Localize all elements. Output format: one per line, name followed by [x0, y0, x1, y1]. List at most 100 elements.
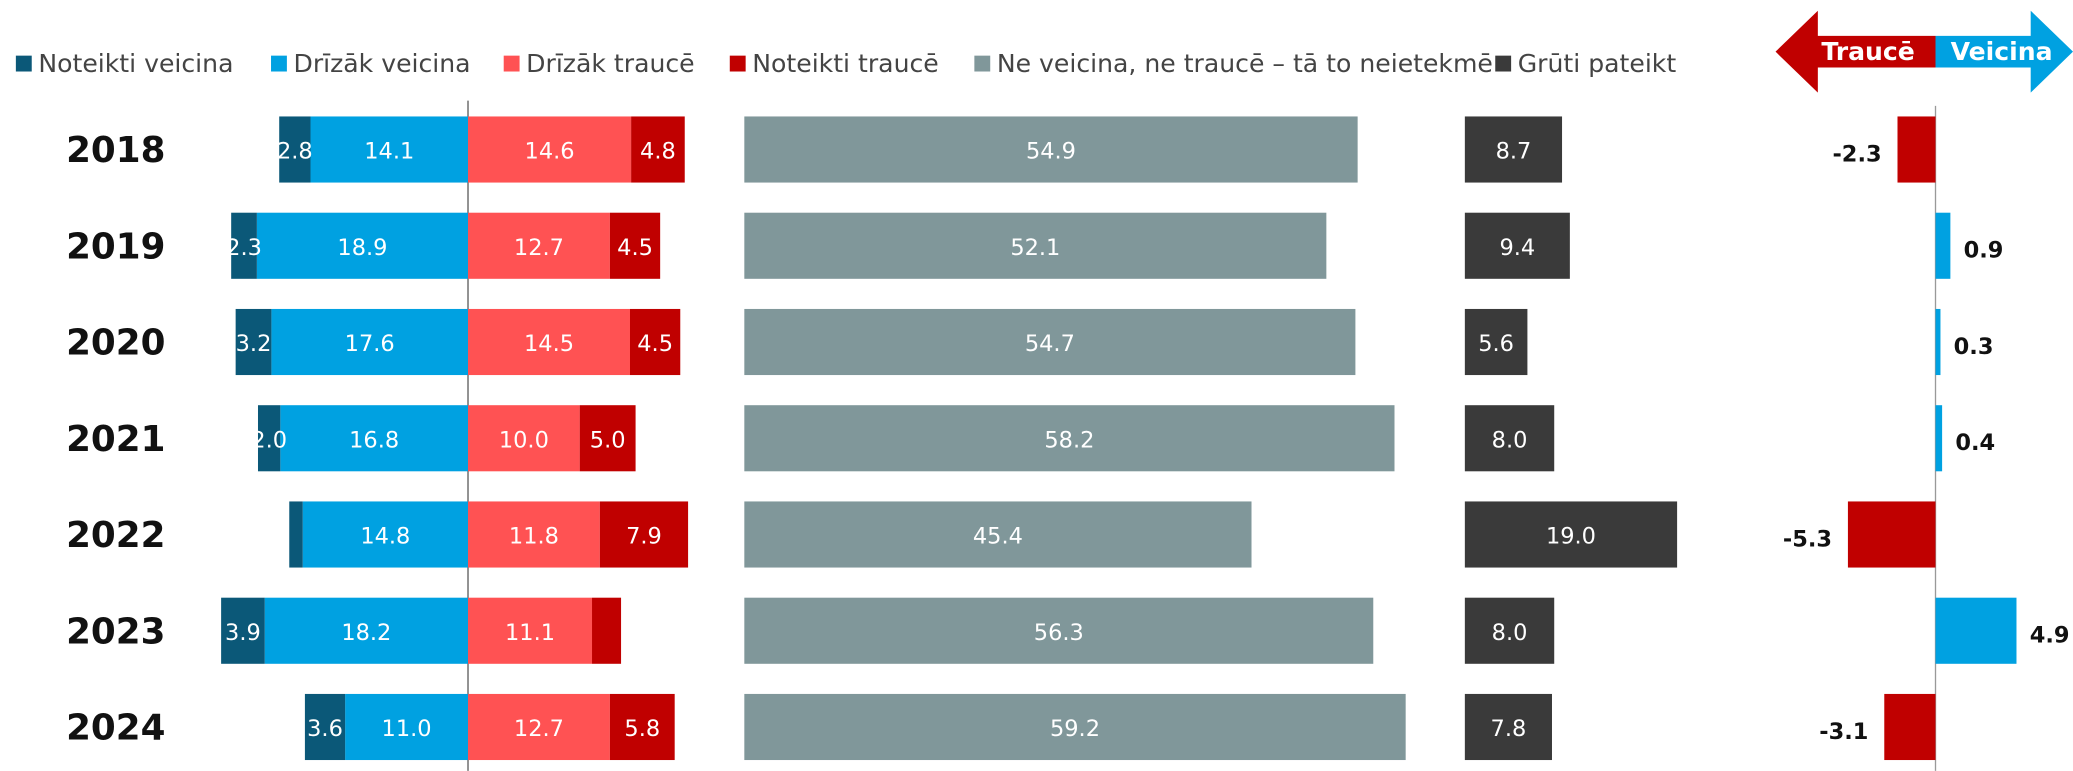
data-label: 56.3: [1034, 620, 1084, 646]
bar-segment: [221, 597, 265, 664]
net-bar: [1935, 212, 1951, 279]
data-label: 7.8: [1491, 716, 1527, 742]
legend-swatch: [729, 55, 746, 72]
data-label: 14.1: [364, 139, 414, 165]
data-label: 8.0: [1492, 620, 1528, 646]
net-label: 4.9: [2030, 623, 2070, 649]
year-label: 2022: [66, 515, 165, 556]
bar-segment: [1464, 212, 1570, 279]
bar-segment: [468, 597, 593, 664]
bar-segment: [468, 501, 600, 568]
net-label: 0.9: [1964, 238, 2004, 264]
bar-segment: [609, 212, 661, 279]
data-label: 54.9: [1026, 139, 1076, 165]
legend-label: Drīzāk veicina: [293, 49, 470, 78]
data-label: 3.6: [307, 716, 343, 742]
bar-segment: [744, 693, 1406, 761]
data-label: 4.5: [617, 235, 653, 261]
bar-segment: [599, 501, 689, 568]
legend-label: Ne veicina, ne traucē – tā to neietekmē: [997, 49, 1493, 78]
bar-segment: [468, 693, 610, 761]
data-label: 18.9: [337, 235, 387, 261]
net-label: 0.4: [1955, 430, 1995, 456]
arrow-left: [1775, 10, 1936, 93]
bar-segment: [744, 597, 1374, 664]
data-label: 11.8: [509, 524, 559, 550]
legend-label: Grūti pateikt: [1518, 49, 1677, 78]
data-label: 54.7: [1025, 331, 1075, 357]
bar-segment: [468, 212, 610, 279]
legend-label: Noteikti traucē: [752, 49, 938, 78]
data-label: 14.8: [360, 524, 410, 550]
legend-swatch: [1495, 55, 1512, 72]
net-label: -5.3: [1783, 526, 1832, 552]
bar-segment: [631, 116, 685, 183]
bar-segment: [744, 212, 1327, 279]
year-label: 2021: [66, 419, 165, 460]
data-label: 2.8: [277, 139, 313, 165]
bar-segment: [280, 405, 469, 472]
data-label: 5.8: [624, 716, 660, 742]
bar-segment: [1464, 597, 1555, 664]
bar-segment: [579, 405, 636, 472]
bar-segment: [256, 212, 469, 279]
bar-segment: [1464, 693, 1552, 761]
legend-swatch: [15, 55, 32, 72]
data-label: 5.0: [590, 427, 626, 453]
bar-segment: [468, 405, 580, 472]
bar-segment: [744, 116, 1358, 183]
bar-segment: [744, 405, 1395, 472]
year-label: 2023: [66, 611, 165, 652]
data-label: 52.1: [1010, 235, 1060, 261]
bar-segment: [744, 501, 1252, 568]
bar-segment: [1464, 116, 1563, 183]
data-label: 10.0: [499, 427, 549, 453]
year-label: 2019: [66, 226, 165, 267]
bar-segment: [271, 308, 469, 376]
bar-segment: [1464, 501, 1678, 568]
bar-segment: [1464, 308, 1528, 376]
data-label: 19.0: [1546, 524, 1596, 550]
net-label: -2.3: [1832, 141, 1881, 167]
arrow-label: Traucē: [1821, 37, 1915, 66]
data-label: 45.4: [973, 524, 1023, 550]
arrow-label: Veicina: [1951, 37, 2053, 66]
bar-segment: [345, 693, 469, 761]
net-bar: [1884, 693, 1936, 761]
data-label: 3.2: [236, 331, 272, 357]
data-label: 11.0: [382, 716, 432, 742]
legend-swatch: [503, 55, 520, 72]
bar-segment: [1464, 405, 1555, 472]
data-label: 5.6: [1478, 331, 1514, 357]
bar-segment: [264, 597, 469, 664]
data-label: 18.2: [341, 620, 391, 646]
bar-segment: [302, 501, 469, 568]
bar-segment: [468, 308, 630, 376]
data-label: 2.0: [251, 427, 287, 453]
bar-segment: [468, 116, 632, 183]
net-bar: [1935, 308, 1941, 376]
bar-segment: [310, 116, 469, 183]
bar-segment: [231, 212, 257, 279]
bar-segment: [304, 693, 346, 761]
bar-segment: [592, 597, 622, 664]
legend-swatch: [271, 55, 287, 72]
data-label: 7.9: [626, 524, 662, 550]
data-label: 14.5: [524, 331, 574, 357]
bar-segment: [609, 693, 675, 761]
net-label: 0.3: [1954, 334, 1994, 360]
net-label: -3.1: [1819, 719, 1868, 745]
year-label: 2020: [66, 323, 165, 364]
legend-label: Drīzāk traucē: [526, 49, 694, 78]
data-label: 4.8: [640, 139, 676, 165]
data-label: 14.6: [525, 139, 575, 165]
data-label: 8.0: [1492, 427, 1528, 453]
bar-segment: [279, 116, 311, 183]
data-label: 11.1: [505, 620, 555, 646]
data-label: 8.7: [1496, 139, 1532, 165]
data-label: 58.2: [1044, 427, 1094, 453]
arrow-right: [1935, 10, 2073, 93]
net-bar: [1897, 116, 1936, 183]
bar-segment: [629, 308, 681, 376]
